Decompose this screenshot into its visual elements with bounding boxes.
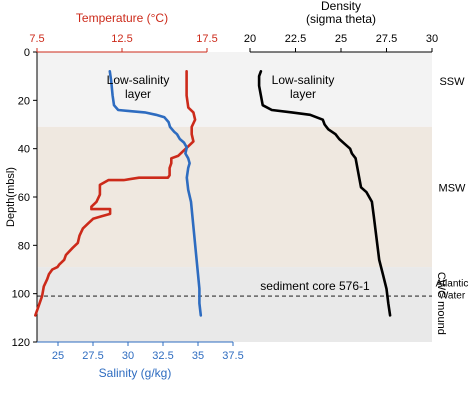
depth-tick-label: 0 — [24, 47, 30, 59]
depth-tick-label: 20 — [18, 95, 30, 107]
salinity-tick-label: 37.5 — [222, 350, 243, 362]
density-tick-label: 20 — [244, 33, 256, 45]
low-salinity-label-left-line: Low-salinity — [107, 73, 170, 87]
density-axis-title: Density (sigma theta) — [306, 0, 376, 26]
salinity-tick-label: 32.5 — [152, 350, 173, 362]
depth-zones — [37, 52, 432, 342]
zone-cwc-mound — [37, 267, 432, 342]
zone-label-atlantic-water-line: Atlantic — [436, 278, 469, 289]
zone-label-atlantic-water-line: Water — [439, 290, 466, 301]
temperature-axis-title: Temperature (°C) — [76, 11, 168, 25]
low-salinity-label-right-line: Low-salinity — [272, 73, 335, 87]
density-tick-label: 22.5 — [285, 33, 306, 45]
depth-tick-label: 60 — [18, 192, 30, 204]
salinity-tick-label: 30 — [122, 350, 134, 362]
temperature-profile-line — [33, 70, 197, 317]
salinity-tick-label: 25 — [52, 350, 64, 362]
zone-label-msw: MSW — [439, 182, 467, 194]
low-salinity-label-left: Low-salinity layer — [107, 73, 170, 101]
depth-axis-title: Depth(mbsl) — [5, 167, 17, 227]
salinity-tick-label: 35 — [192, 350, 204, 362]
salinity-axis-title: Salinity (g/kg) — [99, 366, 172, 380]
temperature-axis-title-line: Temperature (°C) — [76, 11, 168, 25]
density-axis-title-line: (sigma theta) — [306, 12, 376, 26]
density-profile-line — [257, 70, 392, 317]
zone-label-ssw: SSW — [439, 76, 465, 88]
density-tick-label: 25 — [335, 33, 347, 45]
depth-tick-label: 40 — [18, 144, 30, 156]
zone-ssw — [37, 52, 432, 127]
low-salinity-label-left-line: layer — [125, 87, 151, 101]
density-axis-title-line: Density — [321, 0, 361, 13]
depth-tick-label: 100 — [12, 289, 30, 301]
reference-line-group: sediment core 576-1 — [37, 279, 432, 297]
reference-line-label: sediment core 576-1 — [260, 279, 370, 293]
depth-tick-label: 120 — [12, 337, 30, 349]
zone-msw — [37, 126, 432, 268]
temperature-tick-label: 7.5 — [29, 33, 44, 45]
salinity-tick-label: 27.5 — [82, 350, 103, 362]
low-salinity-label-right-line: layer — [290, 87, 316, 101]
low-salinity-label-right: Low-salinity layer — [272, 73, 335, 101]
axes: 0 20 40 60 80 100 120 Depth(mbsl) 7.5 12.5 17.5 Tem… — [5, 0, 438, 380]
zone-label-cwc-mound: CWC mound — [435, 272, 447, 335]
depth-tick-label: 80 — [18, 240, 30, 252]
temperature-tick-label: 12.5 — [111, 33, 132, 45]
density-tick-label: 27.5 — [376, 33, 397, 45]
density-tick-label: 30 — [426, 33, 438, 45]
salinity-profile-line — [108, 70, 203, 317]
zone-label-atlantic-water: Atlantic Water — [436, 278, 469, 301]
series — [33, 70, 392, 317]
temperature-tick-label: 17.5 — [196, 33, 217, 45]
